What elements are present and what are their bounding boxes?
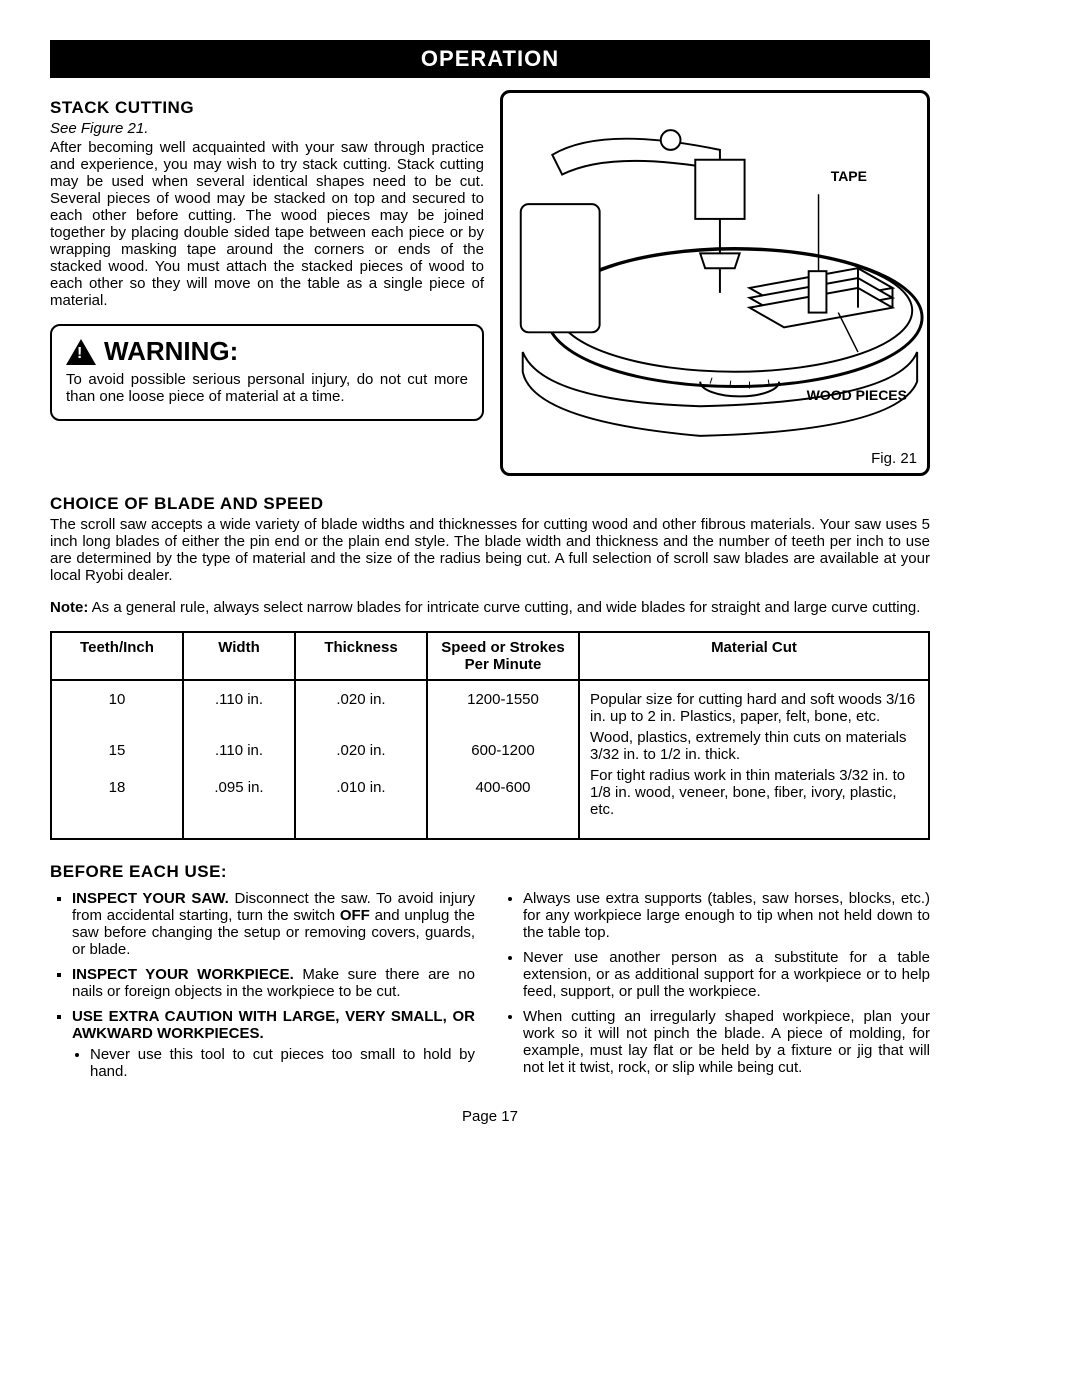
- cell: 600-1200: [438, 742, 568, 759]
- list-item: USE EXTRA CAUTION WITH LARGE, VERY SMALL…: [72, 1008, 475, 1080]
- list-item: Always use extra supports (tables, saw h…: [523, 890, 930, 941]
- see-figure: See Figure 21.: [50, 120, 484, 137]
- left-column: STACK CUTTING See Figure 21. After becom…: [50, 90, 484, 476]
- stack-cutting-title: STACK CUTTING: [50, 98, 484, 118]
- bold: OFF: [340, 907, 370, 924]
- th-speed: Speed or Strokes Per Minute: [427, 632, 579, 680]
- cell: 400-600: [438, 779, 568, 796]
- before-left-list: INSPECT YOUR SAW. Disconnect the saw. To…: [50, 890, 475, 1080]
- list-item: Never use another person as a substitute…: [523, 949, 930, 1000]
- cell: .110 in.: [194, 691, 284, 708]
- stack-cutting-body: After becoming well acquainted with your…: [50, 139, 484, 309]
- bold: USE EXTRA CAUTION WITH LARGE, VERY SMALL…: [72, 1008, 475, 1042]
- choice-body: The scroll saw accepts a wide variety of…: [50, 516, 930, 584]
- top-columns: STACK CUTTING See Figure 21. After becom…: [50, 90, 930, 476]
- section-header: OPERATION: [50, 40, 930, 78]
- warning-box: WARNING: To avoid possible serious perso…: [50, 324, 484, 421]
- before-right-list: Always use extra supports (tables, saw h…: [505, 890, 930, 1076]
- blade-table: Teeth/Inch Width Thickness Speed or Stro…: [50, 631, 930, 840]
- choice-title: CHOICE OF BLADE AND SPEED: [50, 494, 930, 514]
- bold: INSPECT YOUR WORKPIECE.: [72, 966, 294, 983]
- warning-triangle-icon: [66, 339, 96, 365]
- sub-list: Never use this tool to cut pieces too sm…: [72, 1046, 475, 1080]
- th-thickness: Thickness: [295, 632, 427, 680]
- cell: 15: [62, 742, 172, 759]
- note-body: As a general rule, always select narrow …: [88, 599, 920, 616]
- choice-note: Note: As a general rule, always select n…: [50, 599, 930, 616]
- list-item: When cutting an irregularly shaped workp…: [523, 1008, 930, 1076]
- list-item: Never use this tool to cut pieces too sm…: [90, 1046, 475, 1080]
- warning-title: WARNING:: [104, 336, 238, 367]
- page-number: Page 17: [50, 1108, 930, 1125]
- right-column: TAPE WOOD PIECES Fig. 21: [500, 90, 930, 476]
- bold: INSPECT YOUR SAW.: [72, 890, 229, 907]
- list-item: INSPECT YOUR WORKPIECE. Make sure there …: [72, 966, 475, 1000]
- cell: .110 in.: [194, 742, 284, 759]
- cell: 10: [62, 691, 172, 708]
- cell: .020 in.: [306, 691, 416, 708]
- before-columns: INSPECT YOUR SAW. Disconnect the saw. To…: [50, 886, 930, 1088]
- cell: For tight radius work in thin materials …: [590, 767, 918, 818]
- cell: 1200-1550: [438, 691, 568, 708]
- before-title: BEFORE EACH USE:: [50, 862, 930, 882]
- th-material: Material Cut: [579, 632, 929, 680]
- scroll-saw-illustration: [503, 93, 927, 473]
- th-teeth: Teeth/Inch: [51, 632, 183, 680]
- figure-caption: Fig. 21: [871, 450, 917, 467]
- cell: .010 in.: [306, 779, 416, 796]
- warning-title-row: WARNING:: [66, 336, 468, 367]
- figure-label-tape: TAPE: [831, 168, 867, 184]
- before-left: INSPECT YOUR SAW. Disconnect the saw. To…: [50, 886, 475, 1088]
- figure-21: TAPE WOOD PIECES Fig. 21: [500, 90, 930, 476]
- before-right: Always use extra supports (tables, saw h…: [505, 886, 930, 1088]
- cell: Wood, plastics, extremely thin cuts on m…: [590, 729, 918, 763]
- list-item: INSPECT YOUR SAW. Disconnect the saw. To…: [72, 890, 475, 958]
- cell: .020 in.: [306, 742, 416, 759]
- cell: .095 in.: [194, 779, 284, 796]
- table-row: 10 15 18 .110 in. .110 in. .095 in. .020…: [51, 680, 929, 839]
- th-width: Width: [183, 632, 295, 680]
- cell: Popular size for cutting hard and soft w…: [590, 691, 918, 725]
- cell: 18: [62, 779, 172, 796]
- note-label: Note:: [50, 599, 88, 616]
- warning-body: To avoid possible serious personal injur…: [66, 371, 468, 405]
- figure-label-wood: WOOD PIECES: [807, 388, 907, 403]
